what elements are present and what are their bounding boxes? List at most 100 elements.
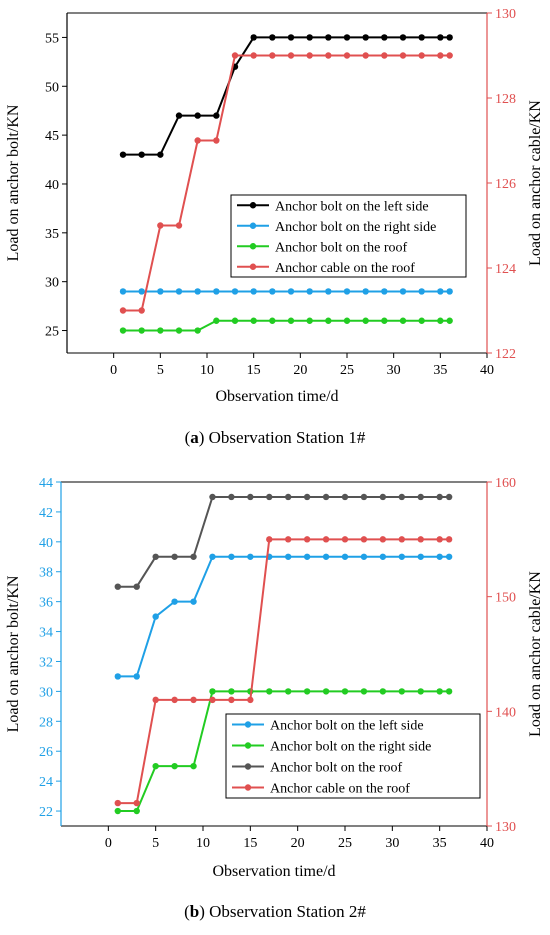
legend-box [230,194,467,278]
y-right-tick-label: 160 [495,476,516,491]
data-point [306,288,313,295]
data-point [209,696,216,704]
x-tick-label: 0 [105,836,112,851]
data-point [341,493,349,501]
y-right-tick-label: 124 [495,262,516,277]
x-tick-label: 10 [196,836,210,851]
y-left-tick-label: 30 [45,276,59,291]
data-point [250,317,257,324]
y-left-tick-label: 35 [45,227,59,242]
data-point [343,52,351,59]
legend-swatch-marker [249,202,257,209]
legend-label: Anchor bolt on the right side [270,740,431,755]
chart-panel-a: 0 5 10 15 20 25 30 35 40 25 30 35 40 45 50 55 122 124 126 1… [5,7,544,405]
data-point [325,317,332,324]
series-anchor-bolt-on-the-left-side [114,553,453,680]
data-point [417,536,424,543]
caption-a: (a) Observation Station 1# [184,428,366,447]
data-point [119,288,127,295]
x-axis-title: Observation time/d [215,388,338,405]
y-left-tick-label: 42 [39,506,53,521]
y-left-tick-label: 24 [39,775,53,790]
legend-swatch-marker [249,263,257,270]
series-anchor-bolt-on-the-right-side [119,288,453,295]
y-right-tick-label: 122 [495,347,516,362]
y-right-tick-label: 130 [495,820,516,835]
legend-swatch-marker [244,742,252,749]
data-point [381,34,388,41]
data-point [250,52,257,59]
series-anchor-bolt-on-the-roof [119,317,453,334]
y-right-tick-label: 128 [495,92,516,107]
data-point [287,34,295,41]
data-point [446,34,453,41]
legend: Anchor bolt on the left side Anchor bolt … [230,194,467,278]
data-point [341,553,349,560]
series-anchor-cable-on-the-roof [114,536,453,807]
data-point [306,34,313,41]
data-point [194,288,201,295]
data-point [157,151,164,158]
data-point [343,317,351,324]
data-point [266,536,273,543]
data-point [175,222,183,229]
legend-label: Anchor bolt on the roof [275,240,408,255]
data-point [228,493,235,501]
x-tick-label: 5 [152,836,159,851]
data-point [152,696,159,704]
legend-label: Anchor bolt on the right side [275,220,436,235]
data-point [209,688,216,695]
data-point [446,288,453,295]
data-point [325,34,332,41]
legend: Anchor bolt on the left side Anchor bolt … [225,713,481,799]
y-left-tick-label: 45 [45,129,59,144]
data-point [285,536,292,543]
data-point [133,799,140,807]
data-point [114,799,122,807]
data-point [445,536,453,543]
y-axis-right-title: Load on anchor cable/KN [527,100,544,266]
data-point [269,288,276,295]
data-point [190,762,197,770]
legend-item: Anchor bolt on the right side [237,220,436,235]
data-point [398,493,405,501]
data-point [379,536,387,543]
data-point [247,493,254,501]
data-point [437,317,444,324]
data-point [399,288,407,295]
data-point [303,493,311,501]
data-point [362,52,369,59]
data-point [287,317,295,324]
data-point [343,34,351,41]
x-tick-label: 5 [157,363,164,378]
data-point [417,688,424,695]
y-left-tick-label: 44 [39,476,53,491]
data-point [379,493,387,501]
data-point [247,553,254,560]
legend-label: Anchor bolt on the left side [270,719,424,734]
x-tick-label: 0 [110,363,117,378]
data-point [436,536,443,543]
x-tick-label: 30 [387,363,401,378]
x-tick-label: 25 [340,363,354,378]
y-right-tick-label: 150 [495,591,516,606]
y-left-tick-label: 30 [39,685,53,700]
data-point [445,553,453,560]
x-tick-label: 15 [247,363,261,378]
data-point [228,688,235,695]
legend-item: Anchor cable on the roof [232,782,410,797]
legend-swatch-marker [244,763,252,770]
data-point [325,288,332,295]
data-point [362,317,369,324]
data-point [190,696,197,704]
data-point [418,288,425,295]
data-point [266,688,273,695]
x-tick-label: 20 [291,836,305,851]
data-point [325,52,332,59]
data-point [306,52,313,59]
data-point [398,536,405,543]
legend-item: Anchor bolt on the left side [232,719,424,734]
data-point [322,536,330,543]
series-anchor-cable-on-the-roof [119,52,453,314]
y-left-tick-label: 40 [39,536,53,551]
